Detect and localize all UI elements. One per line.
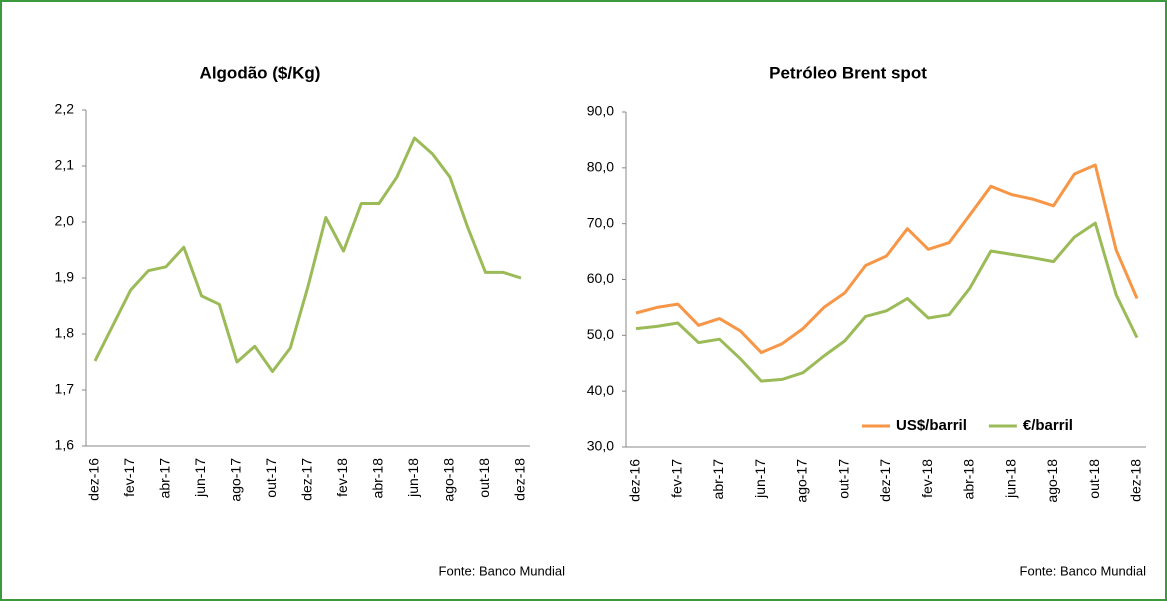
x-tick-label: fev-17 [121, 458, 137, 497]
x-tick-label: out-18 [1086, 459, 1102, 499]
x-tick-label: ago-18 [441, 458, 457, 502]
y-tick-label: 30,0 [587, 438, 614, 454]
x-tick-label: out-17 [835, 459, 851, 499]
x-tick-label: abr-17 [157, 458, 173, 499]
y-tick-label: 1,7 [55, 381, 75, 397]
y-tick-label: 1,8 [55, 325, 75, 341]
legend-label: US$/barril [896, 417, 967, 434]
x-tick-label: abr-17 [710, 459, 726, 500]
chart-title: Algodão ($/Kg) [200, 63, 321, 82]
series-line [635, 163, 1139, 355]
y-tick-label: 60,0 [587, 270, 614, 286]
x-tick-label: dez-18 [1128, 459, 1144, 502]
y-tick-label: 80,0 [587, 159, 614, 175]
x-tick-label: jun-17 [752, 459, 768, 499]
source-note: Fonte: Banco Mundial [1020, 563, 1147, 578]
x-tick-label: fev-18 [919, 459, 935, 498]
y-tick-label: 1,6 [55, 437, 75, 453]
y-tick-label: 50,0 [587, 326, 614, 342]
x-tick-label: ago-17 [794, 459, 810, 503]
y-tick-label: 90,0 [587, 103, 614, 119]
y-tick-label: 1,9 [55, 269, 75, 285]
y-tick-label: 40,0 [587, 382, 614, 398]
legend-label: €/barril [1023, 417, 1073, 434]
x-tick-label: abr-18 [370, 458, 386, 499]
x-tick-label: dez-17 [299, 458, 315, 501]
x-tick-label: abr-18 [961, 459, 977, 500]
x-tick-label: dez-16 [627, 459, 643, 502]
series-line [635, 221, 1139, 383]
x-tick-label: ago-18 [1044, 459, 1060, 503]
x-tick-label: dez-18 [512, 458, 528, 501]
x-tick-label: dez-17 [877, 459, 893, 502]
x-tick-label: dez-16 [86, 458, 102, 501]
x-tick-label: jun-18 [1002, 459, 1018, 499]
y-tick-label: 2,2 [55, 101, 75, 117]
x-tick-label: out-18 [476, 458, 492, 498]
y-tick-label: 2,1 [55, 157, 75, 173]
y-tick-label: 2,0 [55, 213, 75, 229]
source-note: Fonte: Banco Mundial [439, 563, 566, 578]
series-line [93, 136, 522, 373]
y-tick-label: 70,0 [587, 214, 614, 230]
x-tick-label: jun-18 [405, 458, 421, 498]
x-tick-label: out-17 [263, 458, 279, 498]
x-tick-label: jun-17 [192, 458, 208, 498]
x-tick-label: fev-17 [668, 459, 684, 498]
x-tick-label: ago-17 [228, 458, 244, 502]
chart-title: Petróleo Brent spot [769, 63, 927, 82]
x-tick-label: fev-18 [334, 458, 350, 497]
